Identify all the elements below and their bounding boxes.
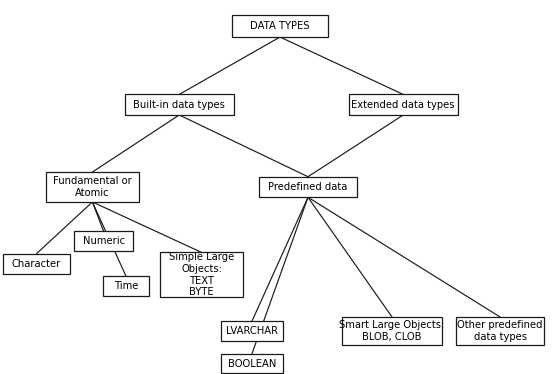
FancyBboxPatch shape [221,354,283,373]
FancyBboxPatch shape [232,15,328,37]
Text: Built-in data types: Built-in data types [133,100,225,110]
FancyBboxPatch shape [124,95,234,115]
FancyBboxPatch shape [259,177,357,197]
Text: DATA TYPES: DATA TYPES [250,21,310,31]
Text: Predefined data: Predefined data [268,182,348,192]
Text: LVARCHAR: LVARCHAR [226,326,278,336]
FancyBboxPatch shape [46,172,138,202]
Text: Numeric: Numeric [82,236,125,246]
Text: BOOLEAN: BOOLEAN [228,359,276,368]
FancyBboxPatch shape [456,317,544,345]
FancyBboxPatch shape [3,254,70,274]
FancyBboxPatch shape [74,231,133,251]
Text: Character: Character [12,259,61,269]
Text: Fundamental or
Atomic: Fundamental or Atomic [53,176,132,198]
Text: Simple Large
Objects:
TEXT
BYTE: Simple Large Objects: TEXT BYTE [169,252,234,297]
Text: Time: Time [114,281,138,291]
FancyBboxPatch shape [348,95,458,115]
Text: Smart Large Objects:
BLOB, CLOB: Smart Large Objects: BLOB, CLOB [339,320,445,342]
FancyBboxPatch shape [103,276,149,296]
FancyBboxPatch shape [221,321,283,341]
Text: Extended data types: Extended data types [352,100,455,110]
FancyBboxPatch shape [342,317,442,345]
FancyBboxPatch shape [160,252,243,297]
Text: Other predefined
data types: Other predefined data types [458,320,543,342]
